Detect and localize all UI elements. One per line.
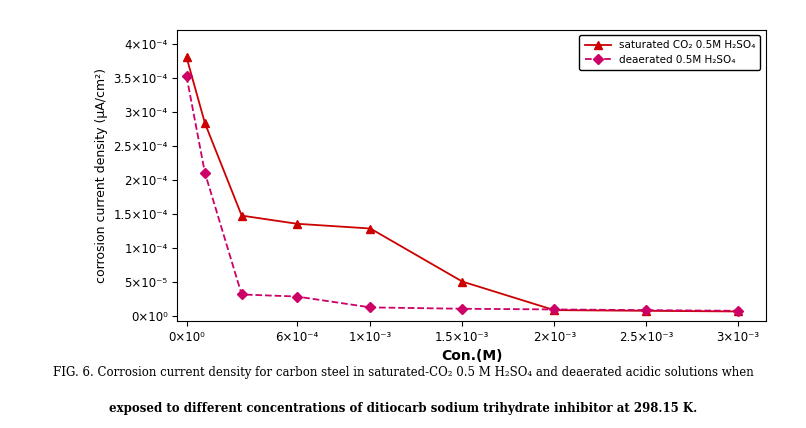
Legend: saturated CO₂ 0.5M H₂SO₄, deaerated 0.5M H₂SO₄: saturated CO₂ 0.5M H₂SO₄, deaerated 0.5M… — [580, 35, 761, 70]
Text: exposed to different concentrations of ditiocarb sodium trihydrate inhibitor at : exposed to different concentrations of d… — [109, 402, 697, 415]
Text: FIG. 6. Corrosion current density for carbon steel in saturated-CO₂ 0.5 M H₂SO₄ : FIG. 6. Corrosion current density for ca… — [52, 366, 754, 379]
Y-axis label: corrosion current density (μA/cm²): corrosion current density (μA/cm²) — [94, 68, 108, 283]
X-axis label: Con.(M): Con.(M) — [441, 349, 502, 363]
